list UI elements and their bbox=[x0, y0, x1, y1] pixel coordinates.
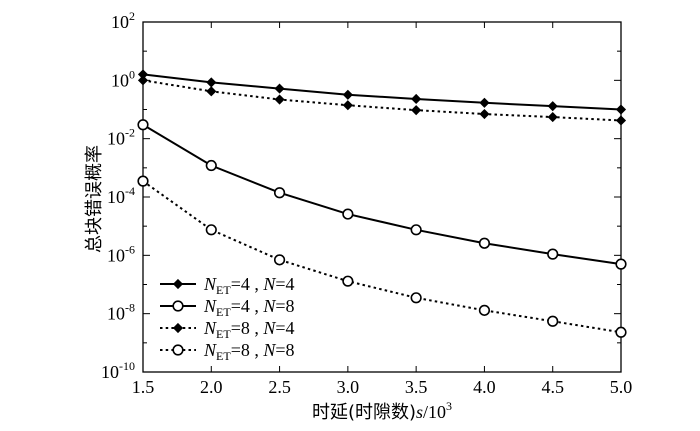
series-3-point-diamond-marker bbox=[274, 94, 285, 105]
series-4-point-circle-marker bbox=[205, 224, 217, 236]
x-axis-title-base: /10 bbox=[423, 402, 446, 422]
legend-entry-4: NET=8 , N=8 bbox=[160, 340, 295, 363]
x-tick-label: 4.0 bbox=[473, 377, 496, 397]
y-axis-title: 总块错误概率 bbox=[84, 145, 105, 253]
y-tick-label: 100 bbox=[111, 67, 135, 90]
series-1-point-diamond-marker bbox=[615, 104, 627, 115]
series-3-point-diamond-marker bbox=[615, 115, 627, 126]
y-tick-label: 10-2 bbox=[107, 126, 135, 149]
series-4-point-circle-marker bbox=[137, 175, 149, 187]
x-tick-label: 2.5 bbox=[268, 377, 291, 397]
series-4-point-circle-marker bbox=[342, 275, 354, 287]
legend-circle-marker bbox=[172, 344, 184, 356]
series-3-point-diamond-marker bbox=[137, 75, 149, 86]
series-1-point-diamond-marker bbox=[342, 89, 353, 100]
x-tick-label: 2.0 bbox=[200, 377, 223, 397]
series-4 bbox=[137, 175, 627, 338]
series-4-point-circle-marker bbox=[615, 326, 627, 338]
series-2-point-circle-marker bbox=[410, 224, 422, 236]
y-tick-label: 102 bbox=[111, 9, 135, 32]
series-1-point-diamond-marker bbox=[274, 83, 285, 94]
legend-label: NET=4 , N=8 bbox=[203, 296, 295, 319]
legend-entry-2: NET=4 , N=8 bbox=[160, 296, 295, 319]
legend-label: NET=4 , N=4 bbox=[203, 274, 295, 297]
y-axis-ticks: 102 100 10-2 10-4 10-6 10-8 10-10 bbox=[101, 9, 621, 382]
legend-label: NET=8 , N=4 bbox=[203, 318, 295, 341]
series-2-line bbox=[142, 123, 622, 266]
series-2-point-circle-marker bbox=[547, 248, 559, 260]
x-axis-title: 时延(时隙数)s/103 bbox=[312, 399, 452, 423]
series-1-point-diamond-marker bbox=[479, 97, 490, 108]
series-4-point-circle-marker bbox=[410, 292, 422, 304]
series-2-point-circle-marker bbox=[205, 159, 217, 172]
y-tick-label: 10-4 bbox=[107, 184, 135, 207]
series-3-point-diamond-marker bbox=[411, 105, 422, 116]
x-tick-label: 4.5 bbox=[541, 377, 564, 397]
series-layer bbox=[137, 69, 627, 338]
x-axis-title-exp: 3 bbox=[446, 399, 452, 413]
series-2-point-circle-marker bbox=[615, 258, 627, 270]
y-tick-label: 10-8 bbox=[107, 301, 135, 324]
legend-entry-3: NET=8 , N=4 bbox=[160, 318, 295, 341]
y-tick-label: 10-6 bbox=[107, 242, 135, 265]
series-3-point-diamond-marker bbox=[479, 108, 490, 120]
x-tick-label: 5.0 bbox=[610, 377, 633, 397]
legend-diamond-marker bbox=[172, 322, 184, 334]
x-axis-ticks: 1.5 2.0 2.5 3.0 3.5 4.0 4.5 5.0 bbox=[132, 22, 633, 397]
series-3-line bbox=[142, 79, 622, 122]
legend-circle-marker bbox=[172, 300, 184, 312]
series-1-line bbox=[142, 73, 622, 111]
y-tick-label: 10-10 bbox=[101, 359, 135, 382]
series-3 bbox=[137, 75, 627, 126]
series-1-point-diamond-marker bbox=[411, 93, 422, 105]
x-axis-title-var: s bbox=[416, 402, 423, 422]
legend-diamond-marker bbox=[172, 278, 184, 290]
series-2-point-circle-marker bbox=[478, 237, 491, 249]
x-tick-label: 1.5 bbox=[132, 377, 155, 397]
x-axis-title-prefix: 时延(时隙数) bbox=[312, 402, 416, 423]
series-1-point-diamond-marker bbox=[547, 101, 558, 112]
series-2-point-circle-marker bbox=[342, 208, 354, 220]
series-2-point-circle-marker bbox=[273, 187, 286, 199]
legend-entry-1: NET=4 , N=4 bbox=[160, 274, 295, 297]
x-tick-label: 3.5 bbox=[405, 377, 428, 397]
series-4-point-circle-marker bbox=[547, 315, 559, 327]
series-1-point-diamond-marker bbox=[206, 77, 217, 88]
series-2 bbox=[137, 119, 627, 270]
series-4-point-circle-marker bbox=[478, 304, 491, 316]
series-4-point-circle-marker bbox=[273, 254, 286, 266]
series-3-point-diamond-marker bbox=[547, 112, 558, 123]
x-tick-label: 3.0 bbox=[337, 377, 360, 397]
legend-label: NET=8 , N=8 bbox=[203, 340, 295, 363]
series-3-point-diamond-marker bbox=[342, 100, 353, 111]
series-3-point-diamond-marker bbox=[206, 86, 217, 97]
series-2-point-circle-marker bbox=[137, 119, 149, 131]
